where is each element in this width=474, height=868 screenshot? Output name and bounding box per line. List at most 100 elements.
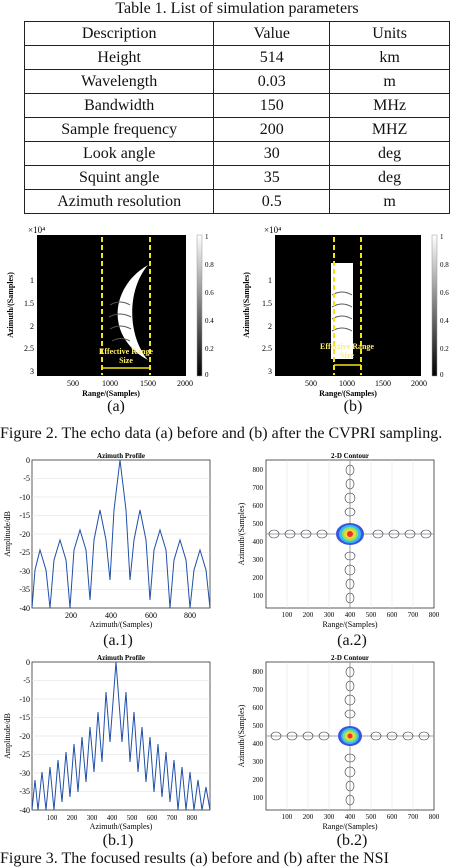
colorbar-tick: 0.8 (205, 261, 214, 269)
contour-xticks: 100 200 300 400 500 600 700 800 (282, 611, 440, 619)
ytick-label: -20 (19, 530, 30, 539)
contour-xlabel: Range/(Samples) (322, 822, 377, 831)
panel-b-xticks: 500 1000 1500 2000 (305, 379, 427, 388)
contour-ylabel: Azimuth/(Samples) (237, 704, 246, 767)
profile-line (31, 459, 211, 609)
figure2-label-b: (b) (343, 398, 363, 415)
cell-value: 35 (213, 165, 331, 190)
xtick-label: 2000 (411, 379, 427, 388)
colorbar (431, 234, 438, 377)
ytick-label: -15 (19, 713, 30, 722)
echo-rectangle-shape (331, 263, 353, 359)
cell-description: Bandwidth (23, 93, 215, 118)
ytick-label: -35 (19, 787, 30, 796)
cell-description: Wavelength (23, 69, 215, 94)
ytick-label: 400 (253, 740, 264, 748)
cell-units: MHz (329, 93, 450, 118)
colorbar-tick: 0.8 (440, 261, 449, 269)
cell-units: m (329, 69, 450, 94)
xtick-label: 1000 (102, 379, 118, 388)
ytick-label: -40 (19, 604, 30, 613)
xtick-label: 1500 (140, 379, 156, 388)
ytick-label: 2 (268, 322, 272, 331)
ytick-label: 300 (253, 556, 264, 564)
cell-description: Sample frequency (23, 117, 215, 142)
xtick-label: 300 (324, 813, 335, 821)
echo-crescent-shape (117, 265, 148, 360)
cell-description: Squint angle (23, 165, 215, 190)
ytick-label: 800 (253, 668, 264, 676)
contour-xlabel: Range/(Samples) (322, 620, 377, 629)
ytick-label: -20 (19, 732, 30, 741)
xtick-label: 2000 (177, 379, 193, 388)
cell-value: 150 (213, 93, 331, 118)
echo-texture (331, 291, 353, 332)
xtick-label: 600 (387, 813, 398, 821)
panel-b-yticks: 1 1.5 2 2.5 3 (262, 276, 272, 376)
profile-title: Azimuth Profile (97, 452, 145, 460)
ytick-label: -30 (19, 567, 30, 576)
ytick-label: 1 (268, 276, 272, 285)
ytick-label: -25 (19, 548, 30, 557)
xtick-label: 700 (167, 814, 178, 822)
figure3-label-b1: (b.1) (102, 832, 134, 849)
contour-yticks: 800 700 600 500 400 300 200 100 (253, 466, 264, 600)
ytick-label: 500 (253, 520, 264, 528)
profile-yticks: 0 -5 -10 -15 -20 -25 -30 -35 -40 (19, 658, 30, 815)
xtick-label: 500 (127, 814, 138, 822)
cell-units: deg (329, 141, 450, 166)
colorbar-tick: 1 (440, 233, 444, 241)
figure3-panels: Azimuth Profile 0 -5 -10 -15 -20 -25 -30… (3, 452, 440, 831)
figure2-caption: Figure 2. The echo data (a) before and (… (0, 425, 443, 442)
cell-value: 514 (213, 45, 331, 70)
profile-ylabel: Amplitude/dB (3, 713, 12, 759)
ytick-label: -10 (19, 695, 30, 704)
panel-a2-contour: 2-D Contour 800 700 (237, 452, 440, 629)
cell-description: Look angle (23, 141, 215, 166)
xtick-label: 600 (387, 611, 398, 619)
table-row: Azimuth resolution 0.5 m (23, 189, 450, 214)
header-value: Value (213, 21, 331, 46)
header-description: Description (23, 21, 215, 46)
echo-texture (108, 301, 132, 342)
ytick-label: 600 (253, 502, 264, 510)
table-row: Height 514 km (23, 45, 450, 70)
xtick-label: 500 (366, 813, 377, 821)
figure3-label-b2: (b.2) (336, 832, 368, 849)
xtick-label: 800 (184, 611, 196, 620)
ytick-label: 700 (253, 484, 264, 492)
figure2-label-a: (a) (107, 398, 125, 415)
ytick-label: -35 (19, 585, 30, 594)
ytick-label: 500 (253, 722, 264, 730)
ytick-label: 1.5 (24, 299, 34, 308)
xtick-label: 600 (147, 814, 158, 822)
ytick-label: 0 (26, 456, 30, 465)
xtick-label: 500 (366, 611, 377, 619)
contour-xticks: 100 200 300 400 500 600 700 800 (282, 813, 440, 821)
ytick-label: 3 (268, 367, 272, 376)
table-row: Wavelength 0.03 m (23, 69, 450, 94)
ytick-label: 300 (253, 758, 264, 766)
xtick-label: 700 (408, 813, 419, 821)
ytick-label: 3 (30, 367, 34, 376)
panel-b1-azimuth-profile: Azimuth Profile 0 -5 -10 -15 -20 -25 -30… (3, 654, 211, 831)
table-row: Bandwidth 150 MHz (23, 93, 450, 118)
contour-mainlobe (336, 523, 364, 545)
ytick-label: -5 (23, 474, 30, 483)
ytick-label: -10 (19, 493, 30, 502)
ytick-label: -30 (19, 769, 30, 778)
contour-yticks: 800 700 600 500 400 300 200 100 (253, 668, 264, 802)
figure3-label-a1: (a.1) (103, 632, 133, 649)
ylabel: Azimuth/(Samples) (6, 272, 15, 338)
contour-sidelobes (270, 666, 430, 806)
contour-sidelobes (268, 464, 432, 604)
xtick-label: 400 (105, 611, 117, 620)
ytick-label: -40 (19, 806, 30, 815)
table-row: Squint angle 35 deg (23, 165, 450, 190)
cell-units: m (329, 189, 450, 214)
cell-units: MHZ (329, 117, 450, 142)
figure2-panel-b: ×10⁴ Effective Range Size 1 1.5 2 2.5 3 … (242, 225, 449, 398)
annotation-line1: Effective Range (99, 347, 153, 356)
exponent-label: ×10⁴ (28, 225, 45, 235)
xtick-label: 300 (87, 814, 98, 822)
